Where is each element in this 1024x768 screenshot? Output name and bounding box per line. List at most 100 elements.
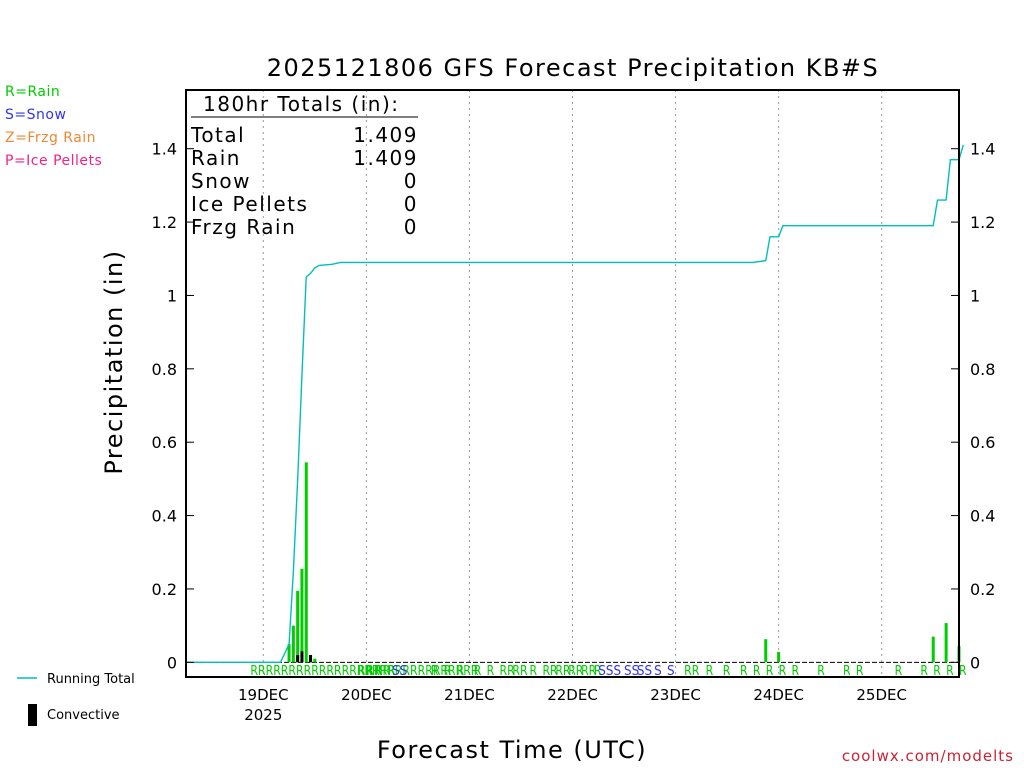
y-axis-label: Precipitation (in) — [100, 249, 128, 474]
x-tick-label: 19DEC — [238, 686, 289, 704]
ptype-code: R — [594, 664, 602, 679]
totals-row-label: Ice Pellets — [191, 192, 308, 216]
x-tick-label: 25DEC — [856, 686, 907, 704]
ptype-legend-item: R=Rain — [5, 84, 60, 100]
y-tick-label-right: 1.2 — [970, 213, 995, 232]
totals-row-value: 0 — [404, 215, 418, 239]
ptype-code: RR — [568, 664, 583, 679]
y-tick-label-left: 0.4 — [152, 507, 177, 526]
ptype-code: R — [779, 664, 787, 679]
totals-row-value: 1.409 — [353, 146, 418, 170]
y-tick-label-right: 1 — [970, 286, 980, 305]
rain-bar — [296, 590, 300, 663]
rain-bar — [764, 639, 768, 663]
totals-row-value: 1.409 — [353, 123, 418, 147]
totals-row-value: 0 — [404, 192, 418, 216]
totals-row-value: 0 — [404, 169, 418, 193]
ptype-code: R — [474, 664, 482, 679]
plot-frame — [185, 89, 960, 678]
ptype-code: RR — [512, 664, 527, 679]
y-tick-label-right: 0.6 — [970, 433, 995, 452]
ptype-code: R — [740, 664, 748, 679]
totals-row-label: Rain — [191, 146, 241, 170]
ptype-code: RRRRRRRRRRRRRRRRRRRRRRRRRRRRRR — [250, 664, 478, 679]
convective-bar — [309, 654, 313, 663]
bar-layer — [287, 462, 961, 663]
convective-bar — [300, 651, 304, 663]
ptype-code: RR — [358, 664, 373, 679]
convective-legend-swatch — [28, 704, 37, 726]
axes: 19DEC 2025 20DEC 21DEC 22DEC 23DEC 24DEC 25DEC 0… — [152, 89, 995, 724]
ptype-code: R — [487, 664, 495, 679]
x-tick-label: 21DEC — [444, 686, 495, 704]
ptype-code: R — [753, 664, 761, 679]
x-tick-label: 24DEC — [753, 686, 804, 704]
ptype-code: RR — [366, 664, 381, 679]
ptype-code: SS — [624, 664, 639, 679]
rain-bar — [931, 636, 935, 663]
totals-header: 180hr Totals (in): — [203, 92, 400, 116]
ptype-code: R — [444, 664, 452, 679]
series-legend-label: Convective — [47, 708, 120, 723]
ptype-legend-item: P=Ice Pellets — [5, 153, 102, 169]
y-tick-label-left: 0.8 — [152, 360, 177, 379]
ptype-code: R — [431, 664, 439, 679]
y-tick-label-right: 0.4 — [970, 507, 995, 526]
ptype-code: R — [817, 664, 825, 679]
totals-row-label: Frzg Rain — [191, 215, 296, 239]
x-tick-label: 22DEC — [547, 686, 598, 704]
ptype-code: S — [654, 664, 662, 679]
running-total-line — [186, 144, 964, 663]
ptype-code: S — [667, 664, 675, 679]
ptype-code: R — [766, 664, 774, 679]
y-tick-label-right: 0.8 — [970, 360, 995, 379]
ptype-code: SS — [637, 664, 652, 679]
legends: R=Rain S=Snow Z=Frzg Rain P=Ice Pellets Runn… — [5, 84, 135, 726]
rain-bar — [300, 568, 304, 663]
y-tick-label-right: 0.2 — [970, 580, 995, 599]
rain-bar — [777, 652, 781, 663]
series-legend-label: Running Total — [47, 672, 135, 687]
ptype-code: R — [895, 664, 903, 679]
chart-title: 2025121806 GFS Forecast Precipitation KB… — [267, 54, 880, 82]
ptype-legend-item: S=Snow — [5, 107, 66, 123]
totals-row-label: Snow — [191, 169, 251, 193]
ptype-code: RR — [375, 664, 390, 679]
ptype-code: RR — [684, 664, 699, 679]
x-axis-label: Forecast Time (UTC) — [377, 736, 647, 764]
rain-bar — [313, 658, 317, 663]
ptype-code: R — [792, 664, 800, 679]
rain-bar — [291, 625, 295, 663]
y-tick-label-left: 1.4 — [152, 140, 177, 159]
totals-box: 180hr Totals (in): Total 1.409 Rain 1.409 Sno… — [190, 92, 418, 239]
ptype-code: RR — [581, 664, 596, 679]
ptype-code: RR — [499, 664, 514, 679]
credit-text: coolwx.com/modelts — [842, 747, 1014, 765]
y-tick-label-left: 1.2 — [152, 213, 177, 232]
y-tick-label-right: 1.4 — [970, 140, 995, 159]
ptype-code: R — [856, 664, 864, 679]
x-tick-label: 20DEC — [341, 686, 392, 704]
ptype-code: R — [723, 664, 731, 679]
rain-bar — [944, 623, 948, 663]
x-tick-sublabel: 2025 — [244, 706, 282, 724]
y-tick-label-left: 1 — [167, 286, 177, 305]
convective-bar — [296, 654, 300, 663]
ptype-code: R — [388, 664, 396, 679]
ptype-code: R — [457, 664, 465, 679]
ptype-code: R — [933, 664, 941, 679]
ptype-legend-item: Z=Frzg Rain — [5, 130, 96, 146]
ptype-code: R — [706, 664, 714, 679]
running-total-layer — [186, 144, 964, 663]
rain-bar — [287, 643, 291, 663]
rain-bar — [304, 462, 308, 663]
ptype-code: SSS — [598, 664, 621, 679]
y-tick-label-left: 0 — [167, 653, 177, 672]
y-tick-label-left: 0.2 — [152, 580, 177, 599]
y-tick-label-right: 0 — [970, 653, 980, 672]
x-tick-label: 23DEC — [650, 686, 701, 704]
totals-row-label: Total — [190, 123, 245, 147]
ptype-code: RR — [542, 664, 557, 679]
